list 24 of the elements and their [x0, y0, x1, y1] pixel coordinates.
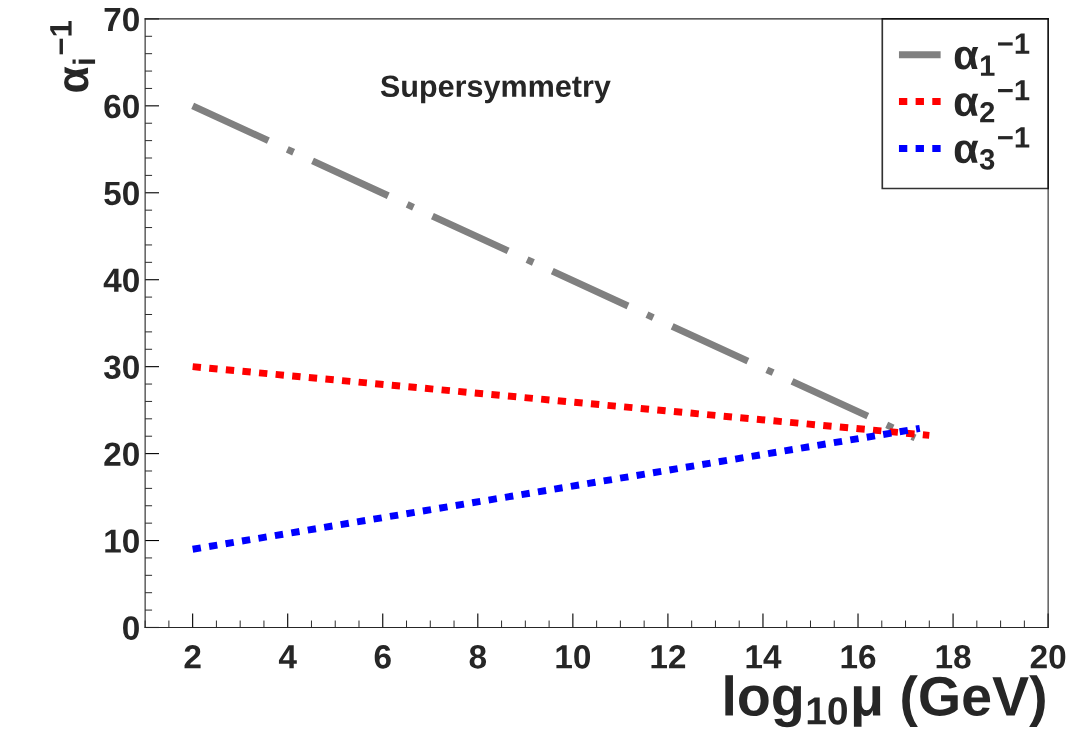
x-tick-label: 20: [1030, 645, 1066, 669]
x-tick-label: 12: [651, 645, 686, 669]
x-tick-label: 2: [184, 645, 201, 669]
y-tick-label: 40: [103, 268, 139, 293]
y-tick-label: 0: [123, 616, 139, 640]
y-tick-label: 10: [105, 529, 139, 553]
legend-label: α$_{2}$$^{−1}$: [954, 80, 1030, 123]
y-axis-title: α$_{i}$$^{−1}$: [50, 21, 96, 92]
x-tick-label: 16: [841, 645, 876, 669]
x-tick-label: 6: [374, 645, 391, 669]
x-tick-label: 14: [746, 645, 782, 669]
x-tick-label: 18: [936, 645, 971, 669]
y-tick-label: 30: [103, 355, 139, 380]
y-tick-label: 20: [104, 442, 139, 467]
y-tick-label: 70: [104, 7, 139, 32]
x-tick-label: 10: [556, 645, 591, 669]
legend-label: α$_{1}$$^{−1}$: [954, 33, 1030, 76]
y-tick-label: 60: [104, 94, 139, 119]
x-tick-label: 8: [469, 645, 487, 669]
legend-label: α$_{3}$$^{−1}$: [954, 127, 1030, 170]
annotation: Supersymmetry: [380, 75, 611, 104]
x-axis-title: log$_{10}$μ (GeV): [725, 675, 1045, 728]
x-tick-label: 4: [278, 645, 297, 669]
y-tick-label: 50: [104, 181, 139, 206]
